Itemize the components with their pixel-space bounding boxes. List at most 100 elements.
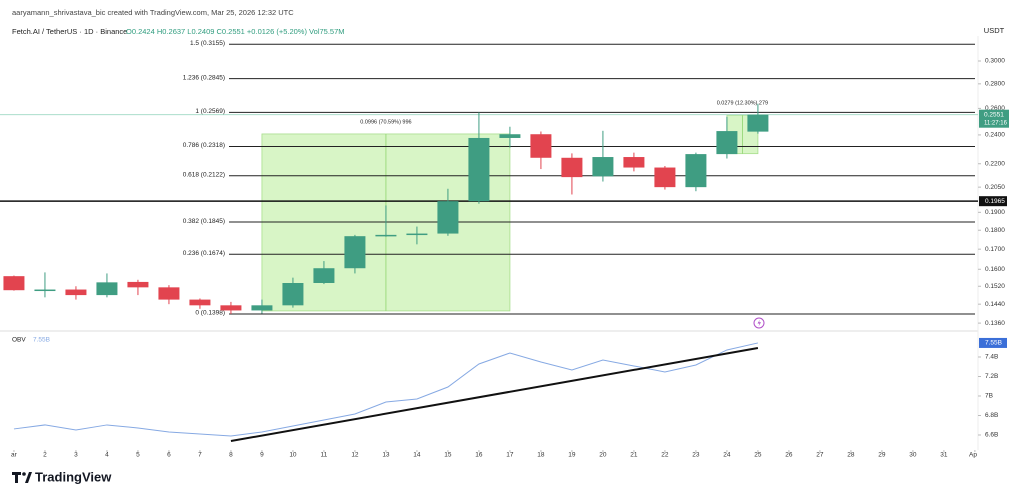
x-tick-label: 30 xyxy=(909,452,917,459)
candle-body xyxy=(406,233,428,236)
y-tick-label: 0.1700 xyxy=(985,246,1005,253)
measure-label: 0.0279 (12.30%) 279 xyxy=(717,101,768,107)
x-tick-label: 2 xyxy=(43,452,47,459)
candle-body xyxy=(623,157,645,168)
candle-body xyxy=(189,299,211,306)
fib-label: 0.618 (0.2122) xyxy=(183,171,225,178)
x-tick-label: 15 xyxy=(444,452,452,459)
x-tick-label: 6 xyxy=(167,452,171,459)
y-tick-label: 0.2200 xyxy=(985,160,1005,167)
fib-label: 0.236 (0.1674) xyxy=(183,250,225,257)
x-tick-label: 10 xyxy=(289,452,297,459)
fib-label: 1 (0.2569) xyxy=(195,108,225,115)
candle-body xyxy=(127,281,149,288)
x-tick-label: 27 xyxy=(816,452,824,459)
ohlc: O0.2424 H0.2637 L0.2409 C0.2551 +0.0126 … xyxy=(126,27,345,36)
candle-body xyxy=(34,289,56,292)
fib-label: 1.5 (0.3155) xyxy=(190,40,225,47)
y-tick-label: 0.1800 xyxy=(985,227,1005,234)
x-tick-label: 8 xyxy=(229,452,233,459)
alert-icon xyxy=(753,317,765,329)
x-tick-label: 16 xyxy=(475,452,483,459)
obv-value-label: 7.55B xyxy=(985,340,1002,347)
y-tick-label: 0.2050 xyxy=(985,184,1005,191)
candle-body xyxy=(468,137,490,202)
logo-mark xyxy=(22,472,26,476)
y-tick-label: 0.1360 xyxy=(985,320,1005,327)
x-tick-label: 22 xyxy=(661,452,669,459)
candle-body xyxy=(282,283,304,306)
symbol: Fetch.AI / TetherUS · 1D · Binance xyxy=(12,27,127,36)
x-tick-label: 26 xyxy=(785,452,793,459)
fib-label: 1.236 (0.2845) xyxy=(183,74,225,81)
candle-body xyxy=(654,167,676,188)
x-tick-label: 13 xyxy=(382,452,390,459)
x-tick-label: 25 xyxy=(754,452,762,459)
candle-body xyxy=(592,157,614,177)
y-tick-label: 0.3000 xyxy=(985,58,1005,65)
y-tick-label: 0.1520 xyxy=(985,283,1005,290)
x-tick-label: 12 xyxy=(351,452,359,459)
candle-body xyxy=(530,134,552,158)
x-tick-label: 23 xyxy=(692,452,700,459)
x-tick-label: 4 xyxy=(105,452,109,459)
logo-mark xyxy=(25,472,32,483)
candle-body xyxy=(561,157,583,178)
candle-body xyxy=(3,276,25,291)
candle-body xyxy=(747,114,769,132)
currency: USDT xyxy=(984,26,1005,35)
x-tick-label: 18 xyxy=(537,452,545,459)
y-tick-label: 0.2800 xyxy=(985,81,1005,88)
last-price-box xyxy=(979,109,1009,128)
candle-body xyxy=(375,234,397,237)
x-tick-label: 20 xyxy=(599,452,607,459)
x-tick-label: 21 xyxy=(630,452,638,459)
icon-bolt xyxy=(757,319,761,327)
y-tick-label: 6.8B xyxy=(985,412,998,419)
y-tick-label: 7.2B xyxy=(985,373,998,380)
x-tick-label: 19 xyxy=(568,452,576,459)
logo-text: TradingView xyxy=(35,469,112,484)
candle-body xyxy=(96,282,118,296)
countdown: 11:27:16 xyxy=(984,120,1008,126)
logo-mark xyxy=(15,472,18,483)
legend-value: 7.55B xyxy=(33,337,50,344)
y-tick-label: 0.1600 xyxy=(985,266,1005,273)
y-tick-label: 0.1900 xyxy=(985,209,1005,216)
x-tick-label: 14 xyxy=(413,452,421,459)
last-price-label: 0.2551 xyxy=(984,111,1004,118)
x-tick-label: 3 xyxy=(74,452,78,459)
fib-label: 0.786 (0.2318) xyxy=(183,142,225,149)
x-tick-label: ar xyxy=(11,452,18,459)
x-tick-label: 9 xyxy=(260,452,264,459)
price-line-label: 0.1965 xyxy=(985,198,1005,205)
x-tick-label: 31 xyxy=(940,452,948,459)
price-line-box xyxy=(979,196,1007,207)
x-tick-label: 11 xyxy=(321,452,328,459)
candle-body xyxy=(158,287,180,300)
candle-body xyxy=(344,236,366,269)
candle-body xyxy=(499,134,521,138)
candle-body xyxy=(65,289,87,296)
candle-body xyxy=(220,305,242,311)
trendline xyxy=(230,347,759,443)
candle-body xyxy=(437,201,459,234)
credit: aaryamann_shrivastava_bic created with T… xyxy=(12,8,294,17)
y-tick-label: 6.6B xyxy=(985,432,998,439)
x-tick-label: 17 xyxy=(506,452,514,459)
fib-label: 0 (0.1398) xyxy=(195,310,225,317)
candle-body xyxy=(313,268,335,284)
x-tick-label: 29 xyxy=(878,452,886,459)
x-tick-label: 28 xyxy=(847,452,855,459)
measure-label: 0.0996 (70.59%) 996 xyxy=(360,119,411,125)
fib-label: 0.382 (0.1845) xyxy=(183,218,225,225)
candle-body xyxy=(716,131,738,155)
y-tick-label: 0.2600 xyxy=(985,105,1005,112)
obv-value-box xyxy=(979,337,1007,348)
x-tick-label: 5 xyxy=(136,452,140,459)
x-tick-label: Ap xyxy=(969,452,977,459)
obv-line xyxy=(13,342,759,437)
x-tick-label: 24 xyxy=(723,452,731,459)
